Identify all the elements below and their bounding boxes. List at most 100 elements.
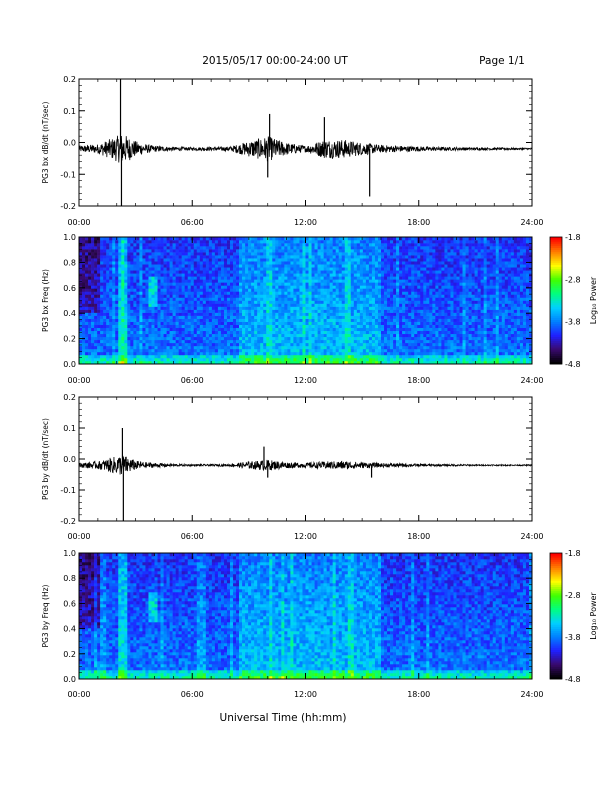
- spectrogram-cell: [236, 330, 240, 335]
- spectrogram-cell: [266, 309, 270, 313]
- spectrogram-cell: [187, 240, 192, 244]
- spectrogram-cell: [142, 339, 146, 344]
- spectrogram-cell: [332, 303, 336, 307]
- spectrogram-cell: [350, 261, 355, 265]
- spectrogram-cell: [178, 264, 182, 268]
- spectrogram-cell: [85, 273, 89, 277]
- spectrogram-cell: [97, 282, 101, 286]
- spectrogram-cell: [296, 270, 300, 274]
- spectrogram-cell: [299, 237, 303, 241]
- spectrogram-cell: [393, 243, 397, 247]
- spectrogram-cell: [178, 249, 182, 253]
- spectrogram-cell: [275, 255, 279, 259]
- spectrogram-cell: [145, 261, 149, 265]
- spectrogram-cell: [278, 303, 282, 307]
- spectrogram-cell: [230, 330, 234, 335]
- spectrogram-cell: [278, 300, 282, 304]
- spectrogram-cell: [133, 276, 137, 280]
- spectrogram-cell: [260, 345, 264, 350]
- spectrogram-cell: [284, 300, 288, 304]
- spectrogram-cell: [109, 285, 113, 289]
- spectrogram-cell: [377, 303, 382, 307]
- spectrogram-cell: [145, 276, 149, 280]
- spectrogram-cell: [178, 330, 182, 335]
- spectrogram-cell: [178, 342, 182, 347]
- spectrogram-cell: [112, 306, 116, 310]
- spectrogram-cell: [396, 324, 400, 329]
- spectrogram-cell: [411, 243, 415, 247]
- spectrogram-cell: [326, 261, 330, 265]
- spectrogram-cell: [365, 312, 370, 316]
- spectrogram-cell: [139, 315, 143, 319]
- spectrogram-cell: [296, 249, 300, 253]
- spectrogram-cell: [266, 336, 270, 341]
- spectrogram-cell: [356, 267, 361, 271]
- spectrogram-cell: [175, 348, 179, 353]
- spectrogram-cell: [205, 324, 210, 329]
- spectrogram-cell: [217, 300, 222, 304]
- spectrogram-cell: [393, 348, 397, 353]
- spectrogram-cell: [290, 336, 294, 341]
- spectrogram-cell: [166, 321, 170, 325]
- spectrogram-cell: [127, 315, 131, 319]
- spectrogram-cell: [187, 270, 192, 274]
- spectrogram-cell: [100, 261, 104, 265]
- spectrogram-cell: [420, 339, 424, 344]
- spectrogram-cell: [214, 237, 219, 241]
- spectrogram-cell: [181, 351, 185, 356]
- spectrogram-cell: [214, 258, 219, 262]
- spectrogram-cell: [317, 264, 321, 268]
- spectrogram-cell: [317, 339, 321, 344]
- spectrogram-cell: [302, 342, 306, 347]
- spectrogram-cell: [202, 252, 207, 256]
- spectrogram-cell: [353, 279, 358, 283]
- spectrogram-cell: [266, 267, 270, 271]
- spectrogram-cell: [145, 264, 149, 268]
- spectrogram-cell: [311, 351, 315, 356]
- spectrogram-cell: [109, 318, 113, 322]
- spectrogram-cell: [278, 327, 282, 332]
- spectrogram-cell: [139, 333, 143, 338]
- spectrogram-cell: [384, 357, 388, 362]
- spectrogram-cell: [308, 255, 312, 259]
- spectrogram-cell: [260, 357, 264, 362]
- spectrogram-cell: [426, 300, 430, 304]
- spectrogram-cell: [344, 249, 349, 253]
- spectrogram-cell: [341, 267, 346, 271]
- spectrogram-cell: [254, 324, 258, 329]
- spectrogram-cell: [302, 288, 306, 292]
- spectrogram-cell: [344, 357, 349, 362]
- spectrogram-cell: [399, 282, 403, 286]
- spectrogram-cell: [202, 294, 207, 298]
- spectrogram-cell: [420, 276, 424, 280]
- spectrogram-cell: [142, 261, 146, 265]
- spectrogram-cell: [402, 339, 406, 344]
- spectrogram-cell: [335, 264, 340, 268]
- spectrogram-cell: [236, 258, 240, 262]
- spectrogram-cell: [317, 246, 321, 250]
- spectrogram-cell: [220, 267, 225, 271]
- spectrogram-cell: [374, 321, 379, 325]
- spectrogram-cell: [97, 273, 101, 277]
- spectrogram-cell: [417, 303, 421, 307]
- spectrogram-cell: [242, 279, 246, 283]
- spectrogram-cell: [293, 351, 297, 356]
- spectrogram-cell: [362, 276, 367, 280]
- spectrogram-cell: [100, 354, 104, 359]
- spectrogram-cell: [308, 354, 312, 359]
- spectrogram-cell: [393, 324, 397, 329]
- spectrogram-cell: [166, 255, 170, 259]
- spectrogram-cell: [284, 324, 288, 329]
- spectrogram-cell: [402, 270, 406, 274]
- spectrogram-cell: [245, 255, 249, 259]
- spectrogram-cell: [109, 255, 113, 259]
- spectrogram-cell: [106, 351, 110, 356]
- spectrogram-cell: [239, 321, 243, 325]
- spectrogram-cell: [172, 309, 176, 313]
- spectrogram-cell: [320, 348, 324, 353]
- spectrogram-cell: [217, 294, 222, 298]
- spectrogram-cell: [272, 240, 276, 244]
- spectrogram-cell: [190, 306, 195, 310]
- spectrogram-cell: [193, 294, 198, 298]
- spectrogram-cell: [118, 312, 122, 316]
